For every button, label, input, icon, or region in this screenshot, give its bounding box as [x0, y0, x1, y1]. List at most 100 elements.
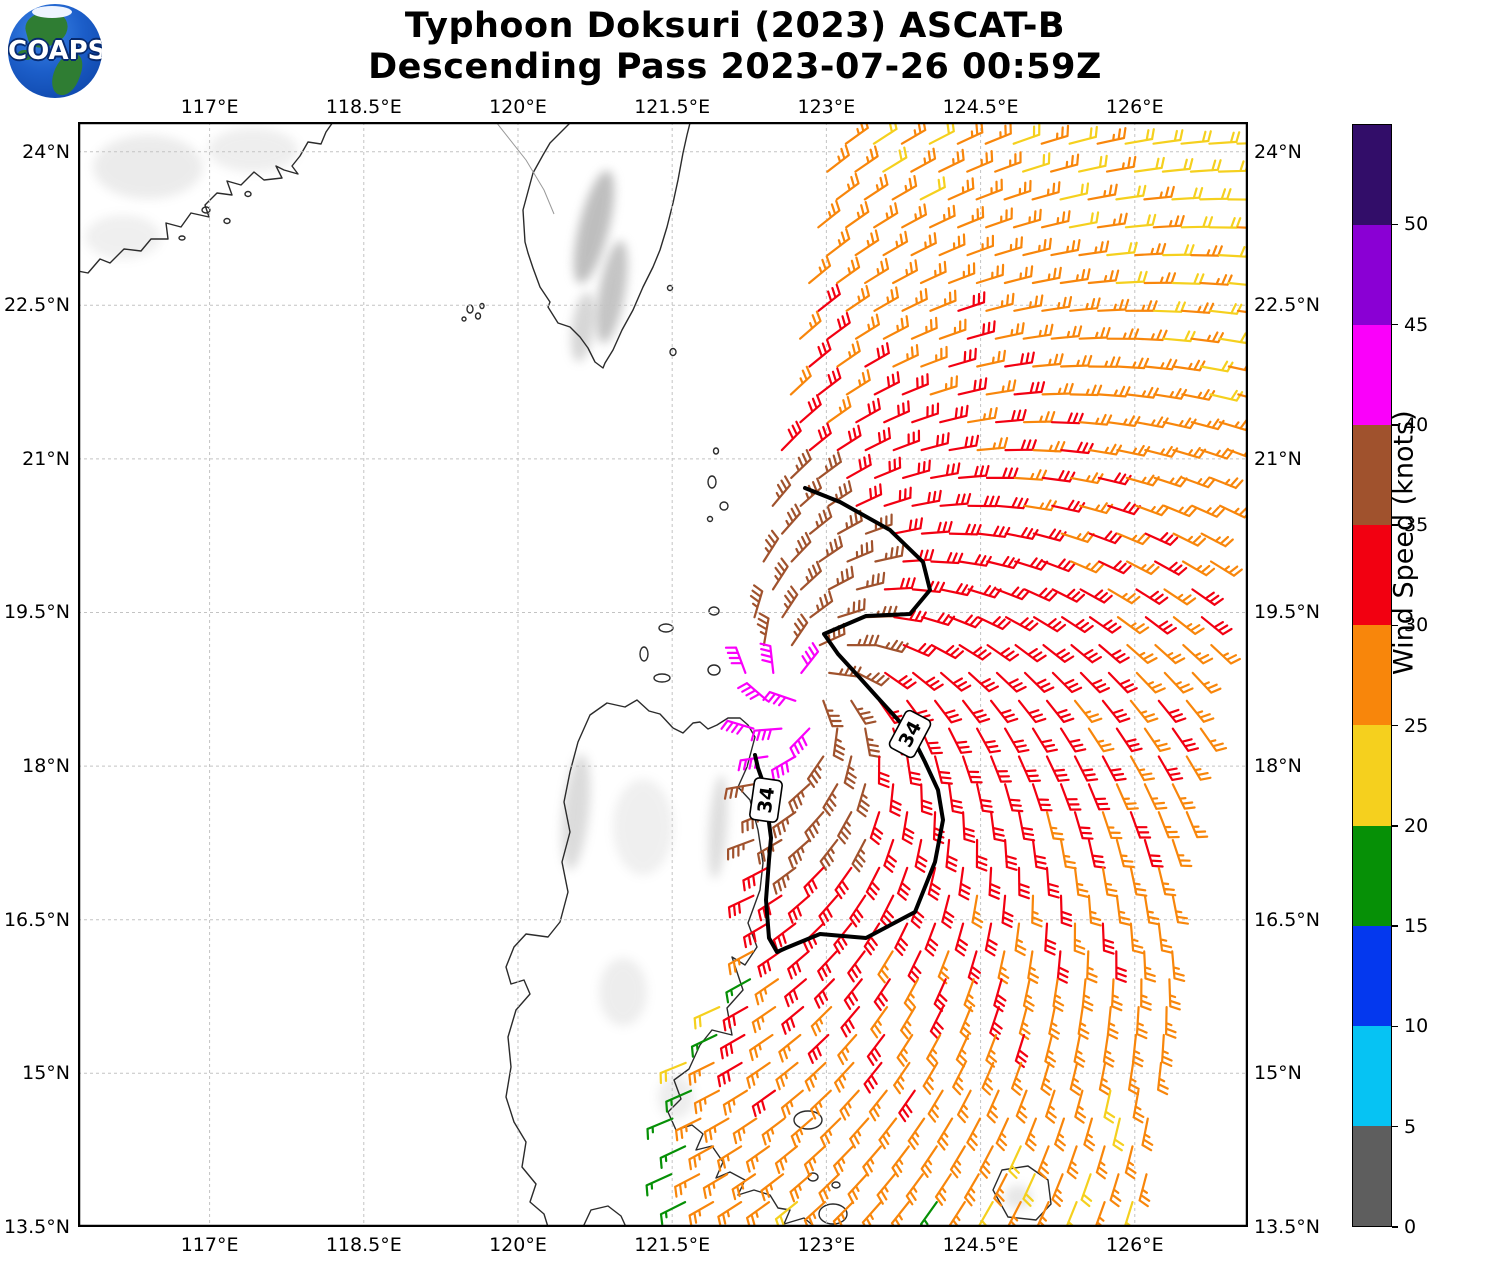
- wind-barb: [940, 671, 972, 692]
- wind-barb: [978, 1201, 994, 1227]
- wind-barb: [1133, 156, 1165, 173]
- wind-barb: [975, 263, 1005, 285]
- wind-barb: [1094, 1201, 1106, 1227]
- lon-tick-top: 123°E: [797, 96, 856, 118]
- wind-barb: [1051, 671, 1083, 694]
- wind-barb: [1017, 755, 1041, 783]
- colorbar: [1352, 124, 1392, 1227]
- wind-barb: [1054, 1117, 1066, 1152]
- wind-barb: [790, 531, 812, 563]
- wind-barb: [963, 978, 976, 1013]
- wind-barb: [1125, 474, 1160, 487]
- wind-barb: [772, 922, 797, 951]
- wind-barb: [790, 449, 812, 479]
- wind-barb: [854, 229, 880, 257]
- wind-barb: [1172, 616, 1205, 635]
- wind-barb: [928, 122, 955, 145]
- wind-barb: [1097, 385, 1131, 398]
- wind-barb: [1036, 1201, 1050, 1227]
- wind-barb: [1087, 894, 1102, 927]
- wind-barb: [1140, 978, 1152, 1011]
- wind-barb: [817, 199, 841, 229]
- wind-barb: [725, 978, 752, 1004]
- wind-barb: [818, 894, 839, 926]
- wind-barb: [1059, 268, 1091, 285]
- wind-barb: [1032, 353, 1064, 368]
- colorbar-tick-label: 30: [1404, 614, 1429, 637]
- wind-barb: [790, 613, 809, 647]
- wind-barb: [780, 420, 802, 452]
- wind-barb: [737, 682, 769, 702]
- wind-barb: [1185, 699, 1215, 723]
- wind-barb: [720, 719, 755, 735]
- wind-barb: [1171, 273, 1205, 285]
- wind-barb: [937, 950, 950, 985]
- wind-barb: [809, 506, 833, 535]
- lon-tick-top: 117°E: [180, 96, 239, 118]
- wind-barb: [1172, 532, 1207, 547]
- colorbar-tick-label: 40: [1404, 413, 1429, 436]
- wind-barb: [1060, 441, 1094, 455]
- wind-barb: [984, 122, 1012, 145]
- wind-barb: [746, 1201, 771, 1227]
- wind-barb: [1078, 240, 1110, 257]
- wind-barb: [762, 691, 797, 707]
- wind-barb: [967, 585, 1002, 599]
- wind-barb: [1088, 616, 1122, 634]
- wind-barb: [1050, 239, 1081, 257]
- wind-barb: [1116, 616, 1150, 635]
- wind-barb: [1171, 950, 1186, 982]
- wind-barb: [1022, 323, 1054, 340]
- coaps-logo: COAPS: [8, 4, 102, 98]
- lat-tick-left: 24°N: [22, 140, 70, 163]
- wind-barb: [868, 1089, 888, 1122]
- wind-barb: [1005, 616, 1039, 632]
- wind-barb: [1031, 266, 1062, 285]
- wind-barb: [789, 365, 812, 396]
- wind-barb: [934, 1173, 952, 1206]
- wind-barb: [1131, 1033, 1144, 1068]
- wind-barb: [1125, 300, 1158, 312]
- wind-barb: [1107, 501, 1142, 516]
- island-outline: [666, 284, 674, 292]
- wind-barb: [771, 557, 789, 591]
- wind-barb: [920, 345, 948, 368]
- wind-barb: [1106, 328, 1140, 340]
- wind-barb: [948, 347, 977, 368]
- wind-barb: [997, 950, 1010, 985]
- wind-barb: [994, 151, 1022, 173]
- wind-barb: [1124, 1145, 1137, 1180]
- wind-barb: [966, 320, 996, 340]
- wind-barb: [883, 577, 916, 591]
- wind-barb: [1163, 504, 1197, 518]
- wind-barb: [892, 344, 919, 368]
- gale-radius-contour: [753, 486, 945, 954]
- wind-barb: [1199, 727, 1228, 752]
- wind-barb: [757, 950, 782, 978]
- wind-barb: [864, 427, 891, 452]
- wind-barb: [727, 838, 755, 861]
- wind-barb: [799, 560, 822, 591]
- wind-barb: [1105, 155, 1137, 173]
- wind-barb: [674, 1173, 701, 1198]
- wind-barb: [1219, 504, 1248, 519]
- wind-barb: [751, 1089, 776, 1118]
- wind-barb: [910, 316, 938, 340]
- wind-barb: [1079, 588, 1113, 604]
- wind-barb: [818, 535, 843, 563]
- wind-barb: [688, 1145, 715, 1171]
- wind-barb: [957, 206, 985, 229]
- wind-map: 34 34: [78, 122, 1248, 1227]
- wind-barb: [1059, 783, 1082, 811]
- wind-barb: [854, 313, 880, 340]
- wind-barb: [1022, 411, 1056, 424]
- colorbar-tick-label: 25: [1404, 714, 1429, 737]
- wind-barb: [1172, 446, 1207, 459]
- wind-barb: [847, 1173, 868, 1205]
- wind-barb: [1080, 1173, 1093, 1208]
- wind-barb: [1073, 1033, 1086, 1068]
- wind-barb: [787, 838, 811, 869]
- wind-barb: [1044, 922, 1057, 956]
- logo-text: COAPS: [8, 36, 102, 66]
- wind-barb: [665, 1089, 693, 1113]
